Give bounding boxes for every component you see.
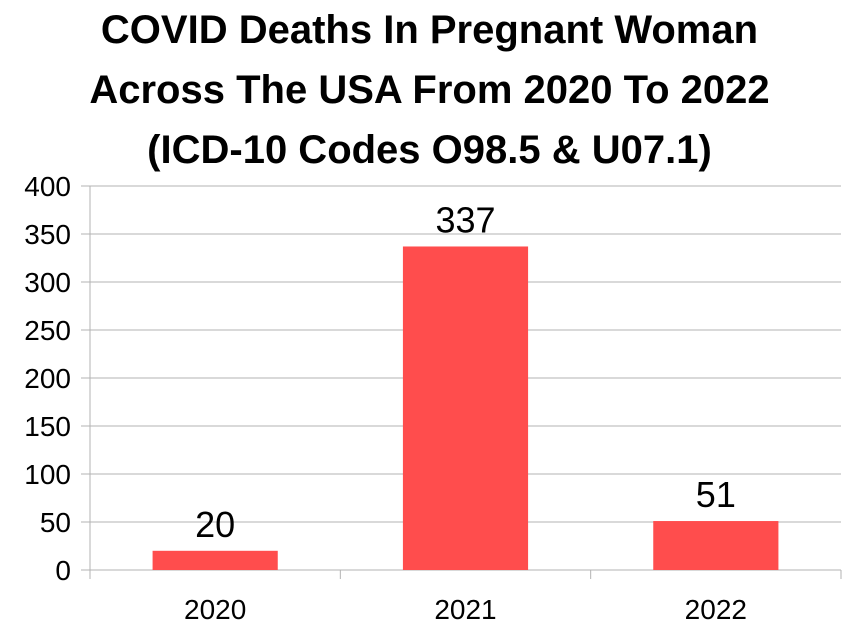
x-tick-label-2022: 2022 (685, 594, 747, 625)
chart-title-line-2: Across The USA From 2020 To 2022 (89, 68, 770, 112)
y-tick-label: 50 (40, 507, 71, 538)
bars (152, 246, 779, 571)
data-label-2022: 51 (696, 474, 736, 515)
data-label-2020: 20 (195, 504, 235, 545)
chart-title-line-1: COVID Deaths In Pregnant Woman (100, 8, 759, 52)
y-tick-label: 0 (55, 555, 71, 586)
bar-2020 (152, 550, 278, 570)
chart-title: COVID Deaths In Pregnant Woman Across Th… (0, 0, 859, 180)
bar-2021 (402, 246, 529, 571)
x-axis-ticks: 2020 2021 2022 (184, 594, 747, 625)
data-label-2021: 337 (435, 199, 495, 240)
y-tick-label: 100 (24, 459, 71, 490)
y-tick-label: 350 (24, 219, 71, 250)
x-tick-label-2020: 2020 (184, 594, 246, 625)
chart-title-line-3: (ICD-10 Codes O98.5 & U07.1) (147, 128, 712, 172)
y-tick-label: 400 (24, 171, 71, 202)
bar-2022 (653, 521, 779, 570)
y-axis-ticks: 0 50 100 150 200 250 300 350 400 (24, 171, 90, 586)
y-tick-label: 150 (24, 411, 71, 442)
y-tick-label: 300 (24, 267, 71, 298)
x-tick-label-2021: 2021 (434, 594, 496, 625)
y-tick-label: 250 (24, 315, 71, 346)
y-tick-label: 200 (24, 363, 71, 394)
data-labels: 20 337 51 (195, 199, 736, 544)
